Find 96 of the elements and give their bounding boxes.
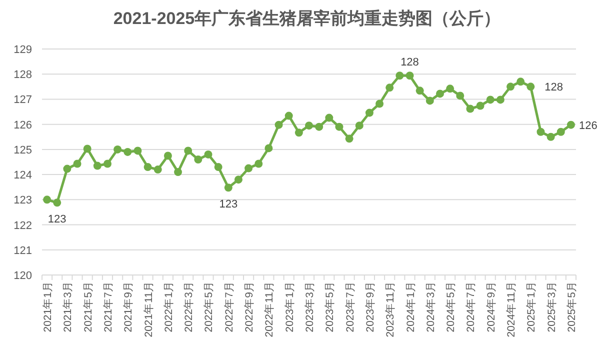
x-tick-label: 2021年3月 <box>62 281 74 332</box>
data-label: 123 <box>219 198 238 211</box>
point <box>144 163 152 172</box>
point <box>426 96 434 105</box>
x-tick-label: 2022年9月 <box>244 281 256 332</box>
x-tick-label: 2022年7月 <box>223 281 236 332</box>
x-tick-label: 2021年1月 <box>42 281 54 332</box>
point <box>154 166 162 174</box>
point <box>376 100 384 108</box>
point <box>416 86 424 95</box>
point <box>546 132 555 141</box>
data-label: 126 <box>578 120 598 132</box>
x-tick-label: 2024年7月 <box>465 281 478 332</box>
y-tick-label: 127 <box>14 94 32 106</box>
x-tick-label: 2023年7月 <box>344 281 356 332</box>
point <box>386 84 394 92</box>
point <box>214 163 222 172</box>
x-tick-label: 2023年1月 <box>284 281 296 332</box>
point <box>446 84 454 93</box>
x-tick-label: 2022年1月 <box>162 281 175 332</box>
point <box>53 198 62 207</box>
x-tick-label: 2025年3月 <box>546 281 558 332</box>
y-tick-label: 125 <box>14 144 32 156</box>
point <box>264 144 273 152</box>
point <box>305 122 313 130</box>
point <box>406 72 414 80</box>
point <box>73 160 82 168</box>
point <box>486 96 494 104</box>
x-tick-label: 2023年3月 <box>304 281 316 332</box>
x-tick-label: 2022年5月 <box>203 281 216 332</box>
point <box>506 82 515 91</box>
point <box>516 78 525 86</box>
point <box>103 160 112 168</box>
y-tick-label: 121 <box>14 244 32 257</box>
point <box>274 120 283 129</box>
point <box>224 184 232 192</box>
x-tick-label: 2024年5月 <box>445 281 458 332</box>
point <box>476 102 484 110</box>
point <box>204 150 212 158</box>
y-tick-label: 126 <box>14 119 32 132</box>
x-tick-label: 2022年11月 <box>264 281 276 338</box>
point <box>526 82 535 91</box>
x-tick-label: 2021年5月 <box>82 281 94 332</box>
point <box>456 92 464 100</box>
point <box>174 168 182 176</box>
y-tick-label: 120 <box>14 270 32 282</box>
point <box>43 196 52 204</box>
x-tick-label: 2024年11月 <box>506 281 518 338</box>
point <box>124 148 132 156</box>
point <box>134 146 142 155</box>
point <box>556 128 565 136</box>
point <box>284 112 293 120</box>
x-tick-label: 2024年3月 <box>424 281 437 332</box>
y-tick-label: 128 <box>14 69 32 82</box>
x-tick-label: 2022年3月 <box>183 281 196 332</box>
y-tick-label: 122 <box>14 220 32 232</box>
y-tick-label: 129 <box>14 44 32 56</box>
x-tick-label: 2023年5月 <box>324 281 336 332</box>
x-tick-label: 2021年7月 <box>102 281 114 332</box>
point <box>436 90 444 98</box>
point <box>396 72 404 80</box>
data-label: 128 <box>400 56 419 69</box>
point <box>345 134 354 143</box>
x-tick-label: 2021年11月 <box>142 281 155 338</box>
point <box>114 145 122 154</box>
point <box>93 162 102 170</box>
x-tick-label: 2023年9月 <box>364 281 376 332</box>
point <box>335 122 344 131</box>
point <box>325 114 334 122</box>
x-tick-label: 2024年1月 <box>404 281 417 332</box>
point <box>466 104 474 113</box>
point <box>315 122 324 131</box>
point <box>536 128 545 136</box>
point <box>365 108 374 117</box>
x-tick-label: 2025年5月 <box>566 281 578 332</box>
point <box>355 122 364 130</box>
point <box>164 152 172 160</box>
chart-title: 2021-2025年广东省生猪屠宰前均重走势图（公斤） <box>113 9 501 28</box>
x-tick-label: 2025年1月 <box>526 281 538 332</box>
point <box>294 128 303 137</box>
point <box>83 144 92 153</box>
point <box>194 155 202 164</box>
data-label: 123 <box>48 214 66 226</box>
data-label: 128 <box>544 82 564 94</box>
x-tick-label: 2021年9月 <box>122 281 135 332</box>
point <box>234 176 242 184</box>
y-tick-label: 124 <box>14 170 32 182</box>
point <box>184 146 192 155</box>
point <box>244 164 253 172</box>
x-tick-label: 2023年11月 <box>384 281 397 338</box>
x-tick-label: 2024年9月 <box>485 281 498 332</box>
point <box>496 96 504 104</box>
point <box>566 120 575 129</box>
y-tick-label: 123 <box>14 194 32 207</box>
point <box>63 164 72 173</box>
point <box>254 160 263 168</box>
